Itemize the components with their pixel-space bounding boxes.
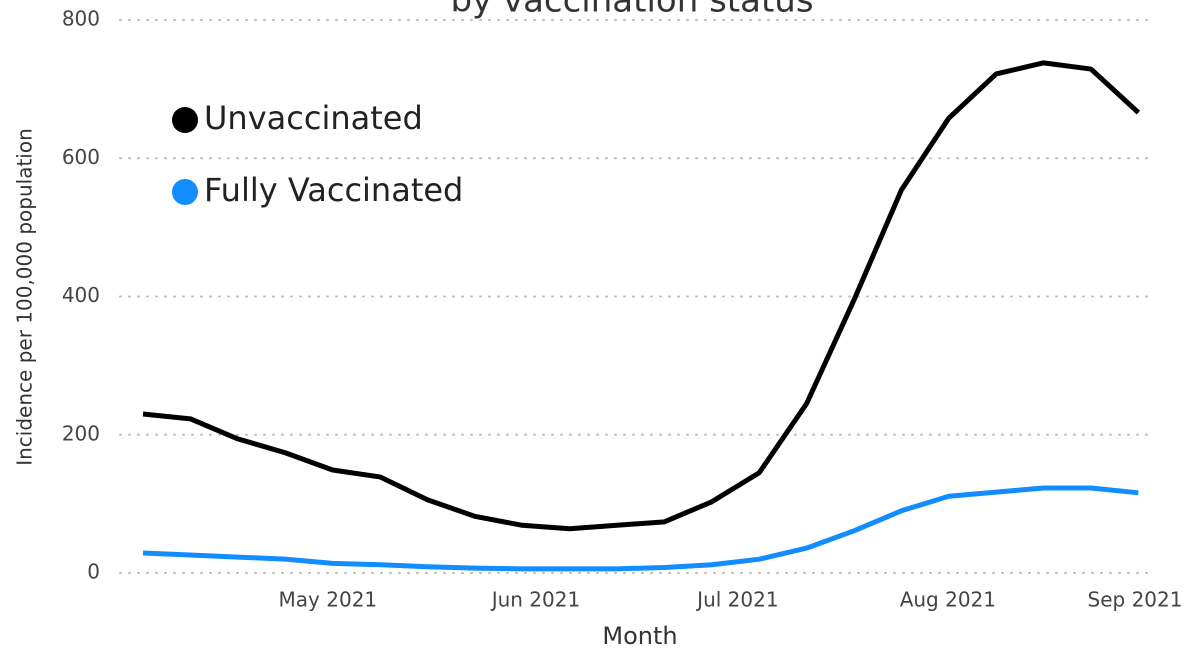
y-tick-label: 800	[62, 7, 100, 31]
y-tick-label: 400	[62, 283, 100, 307]
x-tick-label: Sep 2021	[1088, 588, 1183, 612]
legend-label: Fully Vaccinated	[204, 171, 463, 209]
x-tick-label: Jun 2021	[490, 588, 581, 612]
y-axis-label: Incidence per 100,000 population	[13, 128, 37, 466]
chart-title: by vaccination status	[450, 0, 813, 21]
series-line	[142, 60, 1141, 532]
legend-marker	[172, 107, 198, 133]
x-axis-label: Month	[602, 622, 677, 650]
y-tick-label: 200	[62, 421, 100, 445]
x-tick-label: Aug 2021	[900, 588, 996, 612]
x-tick-label: May 2021	[279, 588, 378, 612]
y-tick-label: 600	[62, 145, 100, 169]
legend-label: Unvaccinated	[204, 99, 423, 137]
series-line	[142, 485, 1139, 572]
y-tick-label: 0	[87, 560, 100, 584]
x-tick-label: Jul 2021	[695, 588, 778, 612]
legend-marker	[172, 179, 198, 205]
